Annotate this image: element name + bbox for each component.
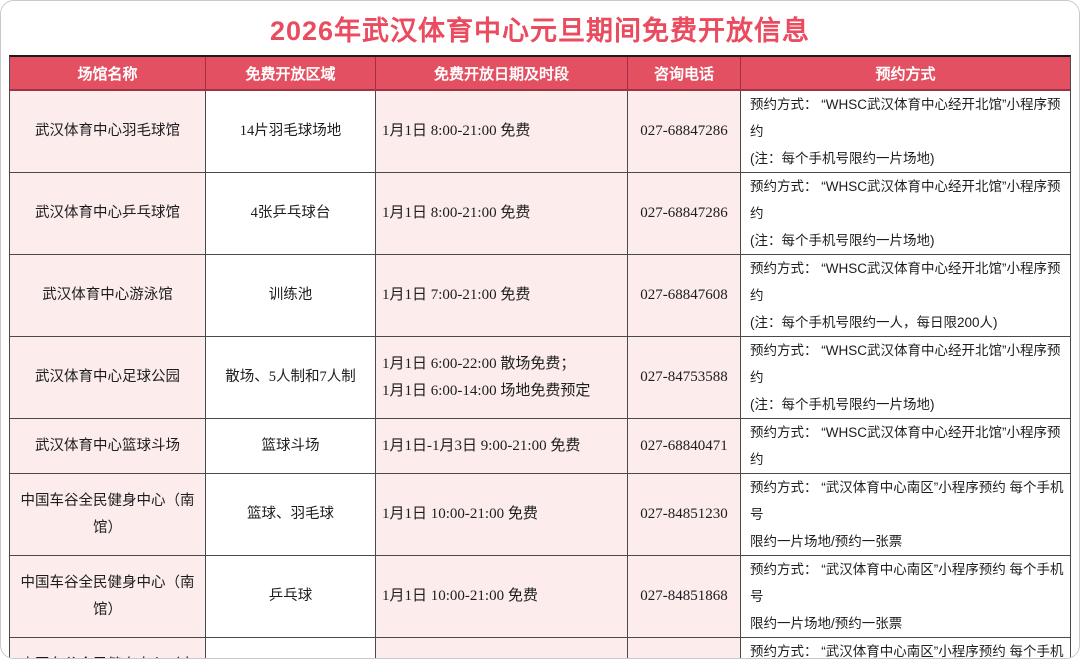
schedule-cell: 1月1日 6:00-22:00 散场免费； 1月1日 6:00-14:00 场地…	[376, 337, 628, 418]
booking-cell: 预约方式： “武汉体育中心南区”小程序预约 每个手机号 限约一片场地/预约一张票	[741, 556, 1070, 637]
table-header: 场馆名称 免费开放区域 免费开放日期及时段 咨询电话 预约方式	[10, 57, 1070, 91]
table-row: 武汉体育中心乒乓球馆 4张乒乓球台 1月1日 8:00-21:00 免费 027…	[10, 173, 1070, 255]
venue-cell: 中国车谷全民健身中心（南馆）	[10, 638, 206, 658]
area-cell: 14片羽毛球场地	[206, 91, 376, 172]
booking-cell: 预约方式： “武汉体育中心南区”小程序预约 每个手机号 限约一片场地/预约一张票…	[741, 638, 1070, 658]
column-header-booking: 预约方式	[875, 65, 936, 83]
area-cell: 游泳	[206, 638, 376, 658]
venue-cell: 武汉体育中心羽毛球馆	[10, 91, 206, 172]
phone-cell: 027-68847286	[628, 173, 741, 254]
table-row: 武汉体育中心羽毛球馆 14片羽毛球场地 1月1日 8:00-21:00 免费 0…	[10, 91, 1070, 173]
phone-cell: 027-68847608	[628, 255, 741, 336]
venue-cell: 武汉体育中心游泳馆	[10, 255, 206, 336]
venue-cell: 中国车谷全民健身中心（南馆）	[10, 474, 206, 555]
table-row: 武汉体育中心足球公园 散场、5人制和7人制 1月1日 6:00-22:00 散场…	[10, 337, 1070, 419]
schedule-cell: 1月1日 10:00-21:00 免费	[376, 474, 628, 555]
schedule-cell: 1月1日 8:00-21:00 免费	[376, 91, 628, 172]
column-header-schedule: 免费开放日期及时段	[376, 57, 628, 89]
phone-cell: 027-68840471	[628, 419, 741, 473]
phone-cell: 027-84851230	[628, 474, 741, 555]
schedule-cell: 1月1日-1月3日 9:00-21:00 免费	[376, 419, 628, 473]
venue-cell: 中国车谷全民健身中心（南馆）	[10, 556, 206, 637]
open-info-table: 场馆名称 免费开放区域 免费开放日期及时段 咨询电话 预约方式 武汉体育中心羽毛…	[9, 55, 1071, 658]
phone-cell: 027-84851868	[628, 556, 741, 637]
booking-cell: 预约方式： “武汉体育中心南区”小程序预约 每个手机号 限约一片场地/预约一张票	[741, 474, 1070, 555]
schedule-cell: 1月1日 7:00-21:00 免费	[376, 255, 628, 336]
area-cell: 散场、5人制和7人制	[206, 337, 376, 418]
area-cell: 乒乓球	[206, 556, 376, 637]
booking-cell: 预约方式： “WHSC武汉体育中心经开北馆”小程序预约 (注：每个手机号限约一片…	[741, 91, 1070, 172]
table-row: 武汉体育中心篮球斗场 篮球斗场 1月1日-1月3日 9:00-21:00 免费 …	[10, 419, 1070, 474]
column-header-venue: 场馆名称	[10, 57, 206, 89]
booking-cell: 预约方式： “WHSC武汉体育中心经开北馆”小程序预约 (注：每个手机号限约一片…	[741, 173, 1070, 254]
title-bar: 2026年武汉体育中心元旦期间免费开放信息	[1, 1, 1079, 55]
booking-cell: 预约方式： “WHSC武汉体育中心经开北馆”小程序预约	[741, 419, 1070, 473]
schedule-cell: 1月1日 13:30-20:30 免费	[376, 638, 628, 658]
area-cell: 训练池	[206, 255, 376, 336]
area-cell: 4张乒乓球台	[206, 173, 376, 254]
venue-cell: 武汉体育中心足球公园	[10, 337, 206, 418]
schedule-cell: 1月1日 10:00-21:00 免费	[376, 556, 628, 637]
venue-cell: 武汉体育中心乒乓球馆	[10, 173, 206, 254]
area-cell: 篮球、羽毛球	[206, 474, 376, 555]
table-row: 武汉体育中心游泳馆 训练池 1月1日 7:00-21:00 免费 027-688…	[10, 255, 1070, 337]
column-header-phone: 咨询电话	[628, 57, 741, 89]
booking-cell: 预约方式： “WHSC武汉体育中心经开北馆”小程序预约 (注：每个手机号限约一人…	[741, 255, 1070, 336]
table-body: 武汉体育中心羽毛球馆 14片羽毛球场地 1月1日 8:00-21:00 免费 0…	[10, 91, 1070, 658]
phone-cell: 027-84852868	[628, 638, 741, 658]
phone-cell: 027-84753588	[628, 337, 741, 418]
venue-cell: 武汉体育中心篮球斗场	[10, 419, 206, 473]
page-title: 2026年武汉体育中心元旦期间免费开放信息	[269, 15, 811, 46]
area-cell: 篮球斗场	[206, 419, 376, 473]
table-row: 中国车谷全民健身中心（南馆） 乒乓球 1月1日 10:00-21:00 免费 0…	[10, 556, 1070, 638]
schedule-cell: 1月1日 8:00-21:00 免费	[376, 173, 628, 254]
booking-cell: 预约方式： “WHSC武汉体育中心经开北馆”小程序预约 (注：每个手机号限约一片…	[741, 337, 1070, 418]
table-row: 中国车谷全民健身中心（南馆） 篮球、羽毛球 1月1日 10:00-21:00 免…	[10, 474, 1070, 556]
column-header-area: 免费开放区域	[206, 57, 376, 89]
table-row: 中国车谷全民健身中心（南馆） 游泳 1月1日 13:30-20:30 免费 02…	[10, 638, 1070, 658]
phone-cell: 027-68847286	[628, 91, 741, 172]
